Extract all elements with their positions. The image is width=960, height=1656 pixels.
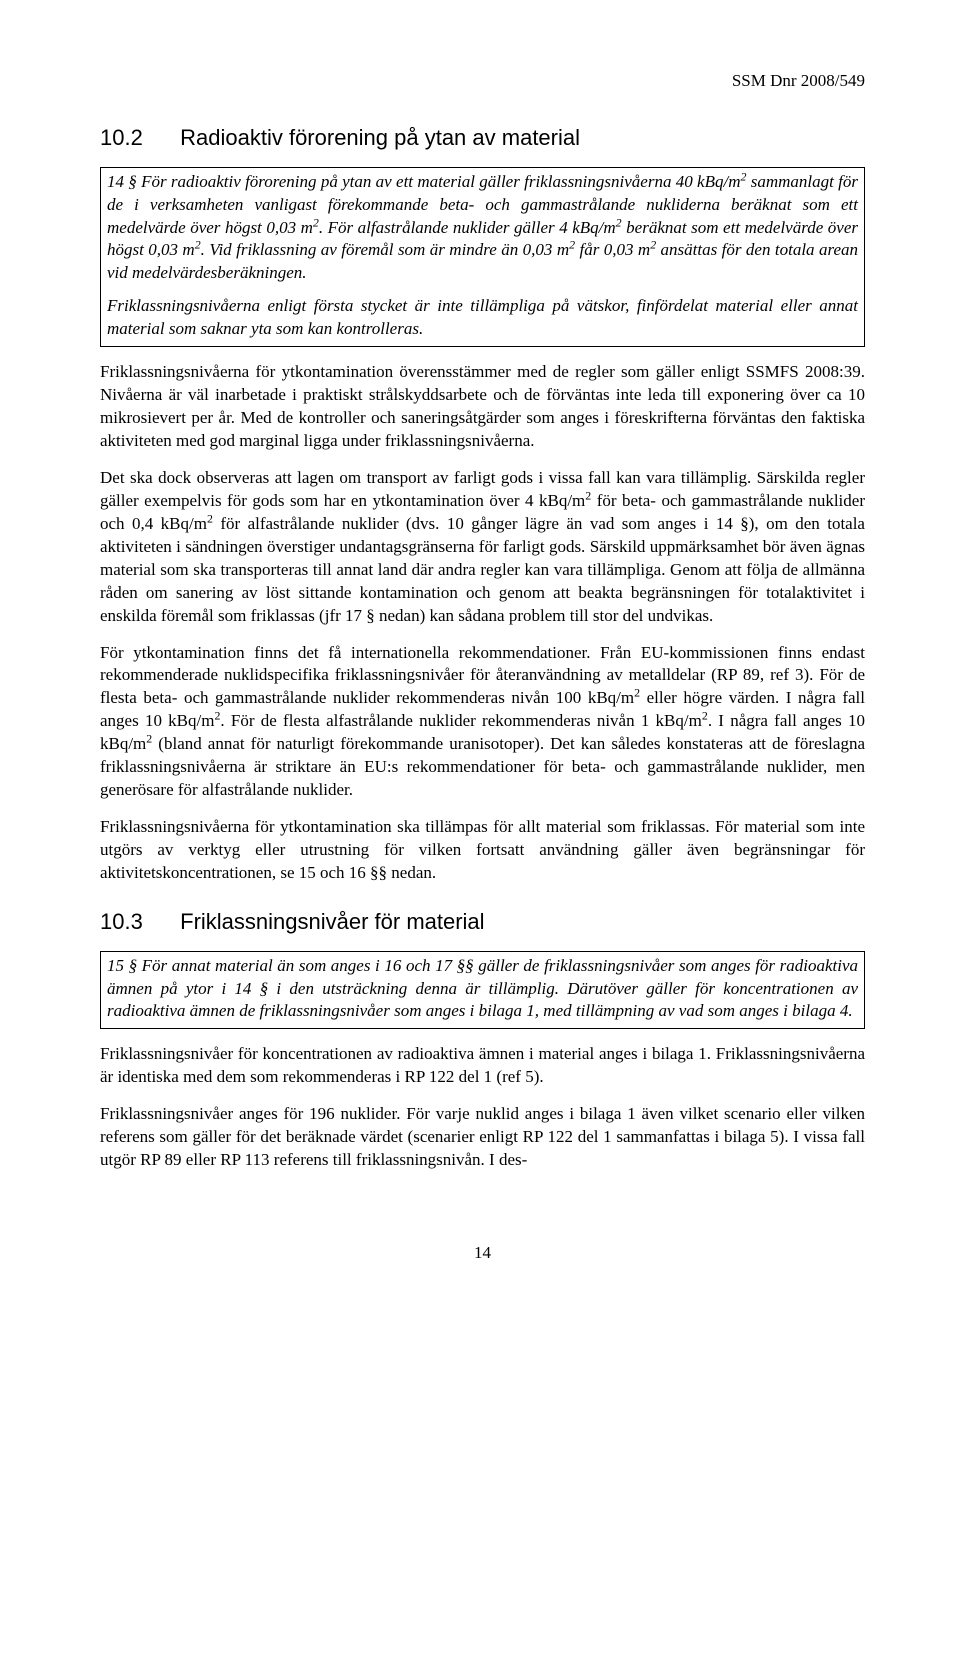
section-10-3-regulation-box: 15 § För annat material än som anges i 1…	[100, 951, 865, 1030]
section-10-2-heading: 10.2 Radioaktiv förorening på ytan av ma…	[100, 123, 865, 153]
regulation-paragraph: Friklassningsnivåerna enligt första styc…	[107, 295, 858, 341]
body-paragraph: Friklassningsnivåer för koncentrationen …	[100, 1043, 865, 1089]
body-paragraph: Friklassningsnivåerna för ytkontaminatio…	[100, 816, 865, 885]
body-paragraph: För ytkontamination finns det få interna…	[100, 642, 865, 803]
regulation-paragraph: 15 § För annat material än som anges i 1…	[107, 955, 858, 1024]
body-paragraph: Det ska dock observeras att lagen om tra…	[100, 467, 865, 628]
body-paragraph: Friklassningsnivåerna för ytkontaminatio…	[100, 361, 865, 453]
section-10-3-number: 10.3	[100, 907, 174, 937]
body-paragraph: Friklassningsnivåer anges för 196 nuklid…	[100, 1103, 865, 1172]
section-10-3-heading: 10.3 Friklassningsnivåer för material	[100, 907, 865, 937]
section-10-2-title: Radioaktiv förorening på ytan av materia…	[180, 125, 580, 150]
document-reference: SSM Dnr 2008/549	[100, 70, 865, 93]
section-10-2-number: 10.2	[100, 123, 174, 153]
section-10-2-regulation-box: 14 § För radioaktiv förorening på ytan a…	[100, 167, 865, 348]
section-10-3-title: Friklassningsnivåer för material	[180, 909, 484, 934]
page-number: 14	[100, 1242, 865, 1265]
regulation-paragraph: 14 § För radioaktiv förorening på ytan a…	[107, 171, 858, 286]
